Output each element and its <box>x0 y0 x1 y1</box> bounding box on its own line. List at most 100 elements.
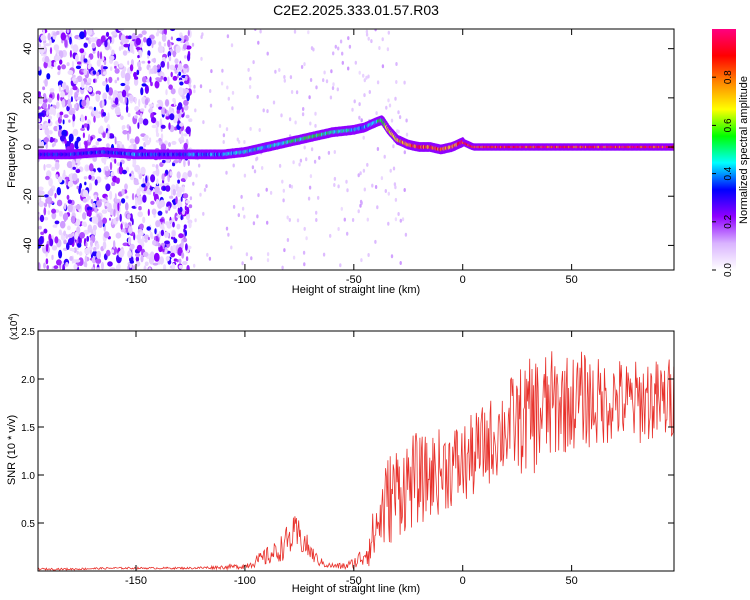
spectrogram-noise-speck <box>127 132 130 141</box>
y-tick-label: 2.0 <box>21 375 35 386</box>
spectrogram-noise-speck <box>102 241 107 250</box>
y-tick-label: 40 <box>22 43 34 55</box>
snr-plot-area <box>38 331 674 571</box>
spectrogram-noise-speck <box>185 45 192 50</box>
spectrogram-noise-speck <box>118 250 124 258</box>
spectrogram-noise-speck <box>110 66 113 71</box>
spectrogram-noise-speck <box>134 97 137 105</box>
spectrogram-noise-speck <box>310 147 314 152</box>
spectrogram-noise-speck <box>64 138 67 145</box>
spectrogram-noise-speck <box>105 183 111 192</box>
spectrogram-noise-speck <box>186 206 190 215</box>
spectrogram-noise-speck <box>160 133 164 140</box>
y-tick-label: -20 <box>22 188 34 204</box>
spectrogram-noise-speck <box>93 78 96 83</box>
spectrogram-noise-speck <box>108 76 113 84</box>
spectrogram-noise-speck <box>282 198 285 203</box>
spectrogram-noise-speck <box>65 85 70 93</box>
spectrogram-noise-speck <box>231 106 234 111</box>
spectrogram-noise-speck <box>103 60 107 66</box>
spectrogram-noise-speck <box>347 36 350 41</box>
spectrogram-noise-speck <box>176 215 182 219</box>
spectrogram-noise-speck <box>94 216 99 225</box>
spectrogram-noise-speck <box>262 108 265 113</box>
spectrogram-noise-speck <box>348 44 352 49</box>
spectrogram-noise-speck <box>181 209 186 216</box>
spectrogram-noise-speck <box>172 97 176 103</box>
spectrogram-noise-speck <box>113 240 116 249</box>
spectrogram-noise-speck <box>143 265 147 270</box>
spectrogram-noise-speck <box>193 263 196 268</box>
spectrogram-noise-speck <box>87 78 92 83</box>
spectrogram-noise-speck <box>48 177 53 187</box>
spectrogram-noise-speck <box>259 29 262 34</box>
spectrogram-noise-speck <box>88 134 91 143</box>
spectrogram-noise-speck <box>91 42 96 49</box>
spectrogram-noise-speck <box>247 67 250 72</box>
spectrogram-noise-speck <box>127 112 131 118</box>
spectrogram-noise-speck <box>83 58 88 63</box>
spectrogram-noise-speck <box>44 127 50 136</box>
spectrogram-noise-speck <box>53 61 57 67</box>
spectrogram-noise-speck <box>181 95 186 100</box>
spectrogram-noise-speck <box>179 81 184 86</box>
spectrogram-noise-speck <box>73 263 78 270</box>
x-tick-label: -50 <box>346 274 362 286</box>
spectrogram-noise-speck <box>221 68 224 73</box>
spectrogram-noise-speck <box>75 204 81 210</box>
spectrogram-noise-speck <box>129 260 134 264</box>
spectrogram-noise-speck <box>122 169 127 175</box>
spectrogram-noise-speck <box>38 124 42 130</box>
spectrogram-noise-speck <box>78 257 84 266</box>
spectrogram-noise-speck <box>87 224 93 233</box>
spectrogram-noise-speck <box>138 117 144 125</box>
spectrogram-noise-speck <box>257 40 260 45</box>
spectrogram-noise-speck <box>180 196 183 202</box>
colorbar-tick-label: 0.0 <box>723 263 734 277</box>
spectrogram-noise-speck <box>303 62 306 67</box>
spectrogram-noise-speck <box>393 182 397 187</box>
spectrogram-noise-speck <box>370 39 373 44</box>
x-tick-label: -150 <box>125 274 147 286</box>
spectrogram-noise-speck <box>120 82 126 87</box>
spectrogram-noise-speck <box>149 106 153 115</box>
spectrogram-noise-speck <box>111 249 115 254</box>
spectrogram-noise-speck <box>120 69 126 79</box>
spectrogram-noise-speck <box>159 256 165 265</box>
spectrogram-noise-speck <box>206 252 209 257</box>
spectrogram-noise-speck <box>42 29 45 36</box>
spectrogram-noise-speck <box>155 126 159 135</box>
spectrogram-noise-speck <box>309 121 312 126</box>
spectrogram-noise-speck <box>140 166 146 175</box>
spectrogram-noise-speck <box>75 65 82 70</box>
spectrogram-noise-speck <box>248 85 252 89</box>
spectrogram-noise-speck <box>362 135 365 140</box>
spectrogram-noise-speck <box>168 122 171 130</box>
spectrogram-noise-speck <box>71 248 75 252</box>
spectrogram-noise-speck <box>387 221 390 226</box>
spectrogram-noise-speck <box>399 218 402 223</box>
spectrogram-noise-speck <box>138 33 143 38</box>
spectrogram-noise-speck <box>84 115 87 121</box>
spectrogram-noise-speck <box>187 170 192 178</box>
spectrogram-noise-speck <box>164 231 169 238</box>
spectrogram-noise-speck <box>339 39 343 44</box>
spectrogram-noise-speck <box>317 195 320 200</box>
spectrogram-noise-speck <box>134 106 140 112</box>
spectrogram-noise-speck <box>62 264 65 270</box>
chart-title: C2E2.2025.333.01.57.R03 <box>273 2 439 18</box>
spectrogram-noise-speck <box>79 48 85 54</box>
spectrogram-noise-speck <box>147 55 150 59</box>
spectrogram-noise-speck <box>69 256 73 261</box>
spectrogram-noise-speck <box>81 99 87 107</box>
spectrogram-noise-speck <box>42 93 47 100</box>
spectrogram-noise-speck <box>249 126 252 131</box>
spectrogram-noise-speck <box>164 249 168 254</box>
spectrogram-noise-speck <box>88 106 93 110</box>
spectrogram-noise-speck <box>266 252 270 257</box>
spectrogram-noise-speck <box>114 79 118 84</box>
spectrogram-noise-speck <box>315 210 318 215</box>
spectrogram-noise-speck <box>178 158 182 164</box>
spectrogram-noise-speck <box>76 178 80 183</box>
spectrogram-noise-speck <box>67 98 71 107</box>
